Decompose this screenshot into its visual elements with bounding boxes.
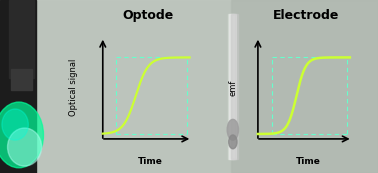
Text: Optode: Optode [123,9,174,22]
Ellipse shape [2,109,28,140]
Ellipse shape [8,128,42,166]
Text: Electrode: Electrode [273,9,339,22]
Bar [231,14,238,159]
Bar [0,0,36,173]
Text: Optical signal: Optical signal [69,59,78,116]
Bar [34,0,231,173]
Text: Time: Time [138,157,163,166]
Text: Time: Time [296,157,321,166]
Ellipse shape [229,135,237,149]
Ellipse shape [227,119,239,140]
Bar [11,69,32,90]
Bar [228,14,234,159]
Bar [9,0,34,78]
Bar [231,0,378,173]
Text: emf: emf [228,79,237,95]
Bar [229,14,236,159]
Ellipse shape [0,102,43,168]
